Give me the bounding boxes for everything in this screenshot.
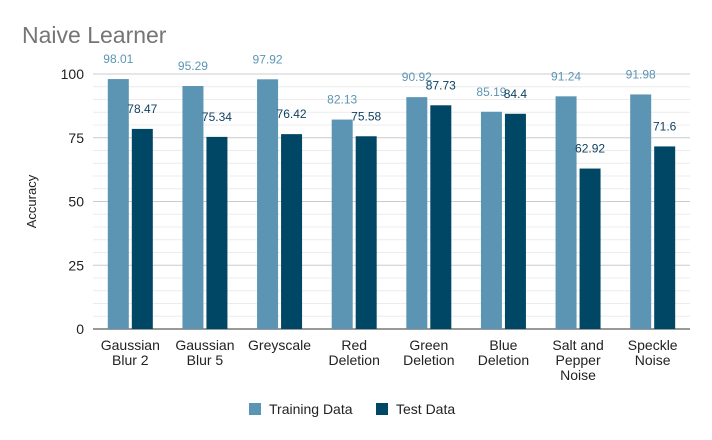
x-category-label: Deletion xyxy=(478,352,529,368)
x-category-label: Blur 5 xyxy=(187,352,224,368)
x-category-label: Gaussian xyxy=(101,337,160,353)
training-data-bar xyxy=(331,119,353,329)
training-data-bar xyxy=(630,94,652,330)
test-data-bar xyxy=(355,136,377,329)
training-data-bar xyxy=(555,96,577,329)
data-label: 91.24 xyxy=(551,69,581,83)
y-tick-label: 100 xyxy=(61,66,85,82)
x-category-label: Noise xyxy=(560,367,596,383)
test-data-bar xyxy=(281,134,303,329)
data-label: 97.92 xyxy=(253,52,283,66)
legend-swatch-test xyxy=(376,403,388,415)
y-tick-label: 50 xyxy=(68,194,84,210)
test-data-bar xyxy=(504,113,526,329)
test-data-bar xyxy=(430,105,452,329)
x-category-label: Noise xyxy=(635,352,671,368)
x-category-label: Salt and xyxy=(552,337,603,353)
data-label: 76.42 xyxy=(277,107,307,121)
x-category-label: Speckle xyxy=(628,337,678,353)
x-category-label: Red xyxy=(341,337,367,353)
legend-label: Training Data xyxy=(269,401,353,417)
data-label: 75.34 xyxy=(202,110,232,124)
data-label: 84.4 xyxy=(504,87,528,101)
data-label: 91.98 xyxy=(626,67,656,81)
test-data-bar xyxy=(131,128,153,329)
x-category-label: Deletion xyxy=(329,352,380,368)
x-category-label: Blur 2 xyxy=(112,352,149,368)
x-category-label: Deletion xyxy=(403,352,454,368)
legend-swatch-training xyxy=(249,403,261,415)
y-tick-label: 0 xyxy=(76,321,84,337)
data-label: 62.92 xyxy=(575,142,605,156)
chart-title: Naive Learner xyxy=(22,22,167,48)
training-data-bar xyxy=(107,79,129,330)
data-label: 85.19 xyxy=(476,85,506,99)
data-label: 87.73 xyxy=(426,78,456,92)
data-label: 95.29 xyxy=(178,59,208,73)
data-label: 78.47 xyxy=(127,102,157,116)
training-data-bar xyxy=(480,111,502,329)
x-category-label: Gaussian xyxy=(175,337,234,353)
x-category-label: Greyscale xyxy=(248,337,311,353)
x-category-label: Green xyxy=(409,337,448,353)
test-data-bar xyxy=(654,146,676,329)
y-tick-label: 25 xyxy=(68,257,84,273)
legend-label: Test Data xyxy=(396,401,455,417)
data-label: 71.6 xyxy=(653,119,677,133)
test-data-bar xyxy=(206,136,228,329)
training-data-bar xyxy=(257,79,279,329)
x-category-label: Blue xyxy=(489,337,517,353)
data-label: 82.13 xyxy=(327,93,357,107)
training-data-bar xyxy=(182,86,204,329)
test-data-bar xyxy=(579,168,601,329)
training-data-bar xyxy=(406,97,428,330)
x-category-label: Pepper xyxy=(555,352,600,368)
y-axis-title: Accuracy xyxy=(24,174,39,228)
y-tick-label: 75 xyxy=(68,130,84,146)
data-label: 75.58 xyxy=(351,109,381,123)
data-label: 90.92 xyxy=(402,70,432,84)
data-label: 98.01 xyxy=(103,52,133,66)
